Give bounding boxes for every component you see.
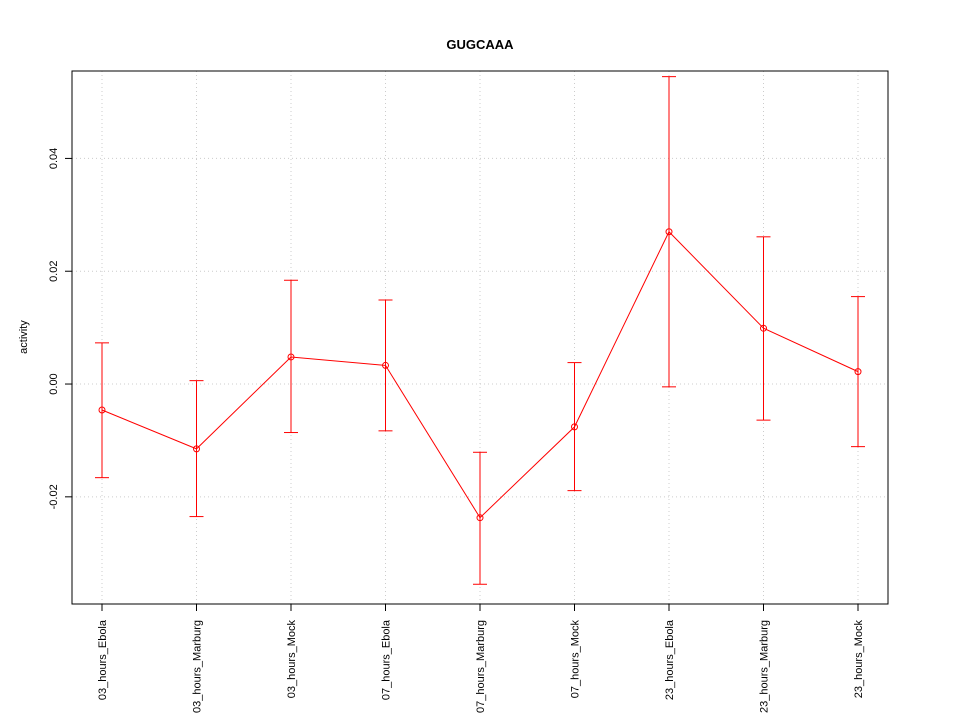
x-tick-label: 23_hours_Mock xyxy=(853,620,865,699)
x-axis: 03_hours_Ebola 03_hours_Marburg 03_hours_M… xyxy=(97,604,865,713)
data-point xyxy=(98,406,106,414)
data-points xyxy=(98,228,862,522)
data-point xyxy=(665,228,673,236)
y-tick-label: 0.04 xyxy=(48,148,60,169)
data-point xyxy=(854,368,862,376)
series-line xyxy=(101,230,859,519)
x-tick-label: 23_hours_Marburg xyxy=(759,620,771,713)
x-tick-label: 07_hours_Ebola xyxy=(381,619,393,700)
y-tick-label: 0.00 xyxy=(48,373,60,394)
chart-title: GUGCAAA xyxy=(446,37,514,52)
x-tick-label: 07_hours_Mock xyxy=(570,620,582,699)
data-point xyxy=(760,324,767,332)
x-tick-label: 07_hours_Marburg xyxy=(475,620,487,713)
error-bars xyxy=(95,76,865,585)
error-bar xyxy=(284,279,298,434)
series-line-group xyxy=(101,230,859,519)
data-point xyxy=(287,353,295,361)
y-tick-label: -0.02 xyxy=(48,484,60,509)
data-point xyxy=(476,514,484,522)
y-axis: -0.02 0.00 0.02 0.04 xyxy=(48,148,72,509)
x-tick-label: 03_hours_Marburg xyxy=(192,620,204,713)
y-tick-label: 0.02 xyxy=(48,261,60,282)
x-tick-label: 03_hours_Ebola xyxy=(97,619,109,700)
x-tick-label: 23_hours_Ebola xyxy=(664,619,676,700)
data-point xyxy=(382,361,389,369)
data-point xyxy=(193,445,200,453)
x-tick-label: 03_hours_Mock xyxy=(286,620,298,699)
y-axis-label: activity xyxy=(18,320,30,354)
data-point xyxy=(571,423,578,431)
